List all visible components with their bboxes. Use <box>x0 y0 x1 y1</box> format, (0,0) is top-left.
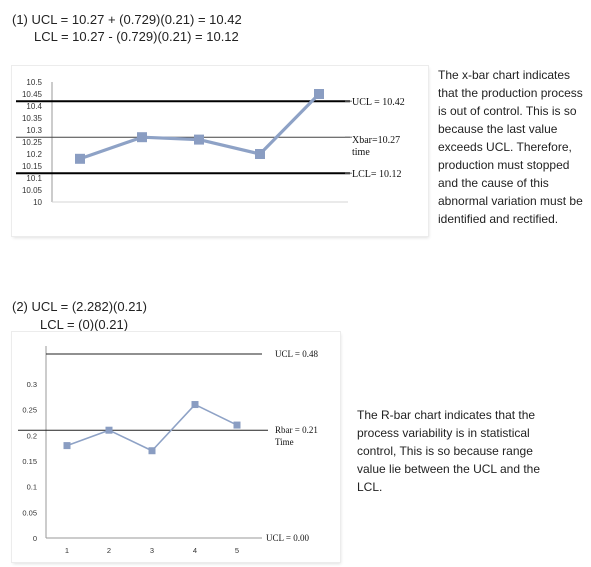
rbar-center-sublabel: Time <box>275 437 294 447</box>
xbar-lcl-equation: LCL = 10.27 - (0.729)(0.21) = 10.12 <box>34 29 239 44</box>
rbar-y-tick-label: 0.2 <box>27 431 37 440</box>
xbar-data-point <box>75 153 85 164</box>
xbar-y-tick-label: 10.25 <box>22 138 43 147</box>
rbar-lcl-equation: LCL = (0)(0.21) <box>40 317 129 332</box>
rbar-series-line <box>66 403 238 452</box>
rbar-y-tick-label: 0.1 <box>27 483 37 492</box>
rbar-y-tick-label: 0.25 <box>22 406 37 415</box>
xbar-ucl-label: UCL = 10.42 <box>352 97 405 108</box>
rbar-lcl-label: UCL = 0.00 <box>266 533 309 543</box>
xbar-y-tick-label: 10.2 <box>26 150 42 159</box>
rbar-ucl-label: UCL = 0.48 <box>275 349 318 359</box>
xbar-chart-note: The x-bar chart indicates that the produ… <box>438 68 583 226</box>
xbar-center-sublabel: time <box>352 147 370 158</box>
rbar-ucl-equation: (2) UCL = (2.282)(0.21) <box>12 299 147 314</box>
rbar-y-tick-label: 0.05 <box>22 508 37 517</box>
xbar-y-tick-label: 10 <box>33 198 42 207</box>
xbar-y-tick-label: 10.05 <box>22 186 43 195</box>
xbar-ucl-equation: (1) UCL = 10.27 + (0.729)(0.21) = 10.42 <box>12 12 242 27</box>
rbar-x-tick-label: 1 <box>65 546 69 555</box>
rbar-data-point <box>191 401 199 409</box>
rbar-y-tick-label: 0.3 <box>27 380 37 389</box>
rbar-y-tick-label: 0 <box>33 534 37 543</box>
rbar-x-tick-label: 3 <box>150 546 154 555</box>
xbar-y-tick-label: 10.45 <box>22 90 43 99</box>
xbar-y-tick-label: 10.1 <box>26 174 42 183</box>
rbar-x-tick-label: 5 <box>235 546 239 555</box>
xbar-data-point <box>314 89 324 99</box>
xbar-lcl-label: LCL= 10.12 <box>352 169 402 180</box>
xbar-y-tick-label: 10.35 <box>22 114 43 123</box>
xbar-y-tick-label: 10.3 <box>26 126 42 135</box>
xbar-data-point <box>137 132 147 143</box>
rbar-data-point <box>63 442 71 450</box>
rbar-data-point <box>233 421 241 429</box>
rbar-x-tick-label: 4 <box>193 546 197 555</box>
rbar-data-point <box>105 426 113 434</box>
rbar-x-tick-label: 2 <box>107 546 111 555</box>
rbar-data-point <box>148 447 156 455</box>
xbar-y-tick-label: 10.5 <box>26 78 42 87</box>
rbar-y-tick-label: 0.15 <box>22 457 37 466</box>
rbar-center-label: Rbar = 0.21 <box>275 425 318 435</box>
xbar-center-label: Xbar=10.27 <box>352 135 400 146</box>
xbar-data-point <box>194 134 204 145</box>
xbar-data-point <box>255 149 265 159</box>
rbar-chart-note: The R-bar chart indicates that the proce… <box>357 408 541 494</box>
xbar-chart-frame <box>12 66 428 236</box>
xbar-y-tick-label: 10.4 <box>26 102 42 111</box>
xbar-y-tick-label: 10.15 <box>22 162 43 171</box>
